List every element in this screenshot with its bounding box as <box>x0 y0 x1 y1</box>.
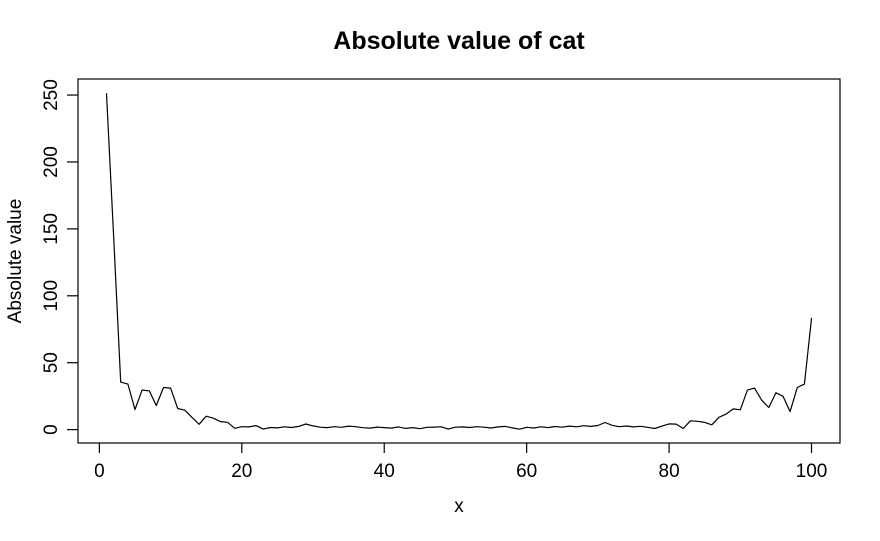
x-tick-label: 40 <box>374 461 395 482</box>
y-tick-label: 0 <box>41 424 62 435</box>
x-axis-label: x <box>454 496 464 517</box>
y-tick-label: 250 <box>41 79 62 111</box>
x-tick-label: 0 <box>94 461 105 482</box>
y-tick-label: 100 <box>41 280 62 312</box>
y-tick-label: 200 <box>41 146 62 178</box>
y-tick-label: 50 <box>41 352 62 373</box>
chart-title: Absolute value of cat <box>333 27 585 55</box>
x-tick-label: 20 <box>231 461 252 482</box>
y-axis-ticks: 0 50 100 150 200 250 <box>41 79 78 435</box>
x-tick-label: 60 <box>516 461 537 482</box>
x-tick-label: 80 <box>659 461 680 482</box>
y-tick-label: 150 <box>41 213 62 245</box>
x-tick-label: 100 <box>796 461 828 482</box>
y-axis-label: Absolute value <box>5 199 26 324</box>
data-line <box>105 93 813 430</box>
x-axis-ticks: 0 20 40 60 80 100 <box>94 443 827 482</box>
plot-frame <box>77 78 841 444</box>
